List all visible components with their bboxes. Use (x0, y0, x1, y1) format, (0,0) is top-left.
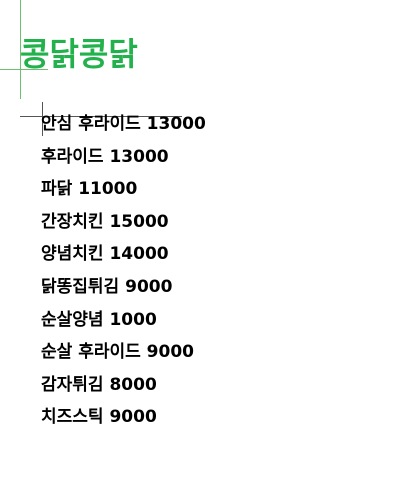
menu-item: 후라이드 13000 (41, 146, 169, 167)
menu-item: 닭똥집튀김 9000 (41, 276, 173, 297)
menu-item: 순살양념 1000 (41, 309, 157, 330)
text-cursor-horizontal (20, 116, 182, 117)
vertical-guide-line (20, 0, 21, 99)
menu-item: 안심 후라이드 13000 (41, 114, 206, 134)
menu-item: 순살 후라이드 9000 (41, 342, 194, 363)
horizontal-guide-line (0, 69, 48, 70)
menu-item: 감자튀김 8000 (41, 374, 157, 395)
menu-list: 안심 후라이드 13000 후라이드 13000 파닭 11000 간장치킨 1… (41, 112, 206, 438)
menu-item: 치즈스틱 9000 (41, 407, 157, 428)
menu-item: 파닭 11000 (41, 179, 138, 200)
text-cursor-vertical (42, 102, 43, 136)
menu-item: 간장치킨 15000 (41, 211, 169, 232)
menu-item: 양념치킨 14000 (41, 244, 169, 265)
page-title: 콩닭콩닭 (20, 35, 138, 73)
